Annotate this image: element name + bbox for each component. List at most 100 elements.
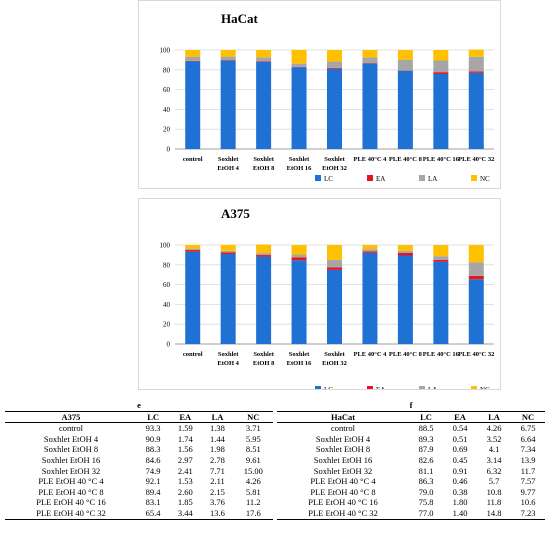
table-f-cell: 11.7 — [520, 465, 536, 476]
hacat-bar-la — [468, 56, 484, 72]
hacat-y-tick-label: 0 — [167, 146, 171, 154]
a375-bar-nc — [220, 244, 236, 251]
a375-bar-la — [291, 254, 307, 258]
hacat-legend-swatch-nc — [471, 175, 477, 181]
hacat-x-tick-label: control — [183, 156, 203, 163]
table-f-cell: 11.8 — [486, 497, 502, 508]
table-f-cell: 0.54 — [452, 423, 468, 434]
hacat-x-tick-label: Soxhlet — [253, 156, 274, 163]
hacat-x-tick-label: EtOH 32 — [322, 165, 347, 172]
table-e-cell: 84.6 — [145, 454, 161, 465]
a375-chart-frame: A375 0 20 40 60 80 100 control Soxhlet EtOH 4 Soxh… — [138, 198, 501, 394]
table-f-row: Soxhlet EtOH 4 89.3 0.51 3.52 6.64 — [277, 434, 545, 445]
a375-x-tick-label: EtOH 16 — [287, 360, 312, 367]
table-e-cell: 9.61 — [245, 454, 261, 465]
a375-legend-label-lc: LC — [324, 386, 333, 389]
table-e-cell: 1.56 — [177, 444, 193, 455]
a375-legend-swatch-la — [419, 386, 425, 392]
a375-bar-ea — [185, 250, 201, 252]
hacat-y-tick-label: 80 — [163, 66, 171, 74]
table-f-cell: 6.75 — [520, 423, 536, 434]
hacat-x-tick-label: EtOH 4 — [217, 165, 239, 172]
a375-bar-lc — [220, 254, 236, 344]
table-e-cell: 88.3 — [145, 444, 161, 455]
hacat-legend-label-la: LA — [428, 175, 437, 183]
table-f-cell: 79.0 — [418, 486, 434, 497]
table-f-row: PLE EtOH 40 °C 32 77.0 1.40 14.8 7.23 — [277, 507, 545, 520]
table-e-cell: 1.59 — [177, 423, 193, 434]
table-f-cell: 13.9 — [520, 454, 536, 465]
table-e-cell: Soxhlet EtOH 4 — [43, 433, 99, 444]
table-e-cell: 15.00 — [243, 465, 263, 476]
hacat-bar-la — [291, 63, 307, 67]
hacat-bar-ea — [185, 60, 201, 62]
table-f-cell: 4.26 — [486, 423, 502, 434]
table-f-cell: 7.23 — [511, 507, 545, 520]
hacat-bar-nc — [327, 49, 342, 62]
a375-bar-lc — [433, 261, 449, 344]
hacat-y-tick-label: 60 — [163, 86, 171, 94]
hacat-x-tick-label: PLE 40°C 32 — [458, 156, 494, 163]
hacat-chart-frame: HaCat 0 20 40 60 80 100 control Soxhlet EtOH 4 Sox… — [138, 0, 501, 189]
hacat-bar-la — [327, 61, 342, 68]
a375-bar-lc — [468, 279, 484, 344]
table-f-cell: 89.3 — [418, 433, 434, 444]
hacat-x-tick-label: PLE 40°C 16 — [423, 156, 460, 163]
hacat-legend-swatch-ea — [367, 175, 373, 181]
a375-bar-la — [362, 249, 378, 252]
table-f-cell: PLE EtOH 40 °C 32 — [277, 507, 409, 520]
table-f-cell: 0.51 — [452, 433, 468, 444]
a375-legend-label-la: LA — [428, 386, 437, 389]
a375-bar-nc — [433, 245, 449, 257]
a375-legend-swatch-nc — [471, 386, 477, 392]
hacat-bar-la — [256, 57, 272, 62]
a375-bar-ea — [468, 275, 484, 280]
a375-bar-ea — [327, 267, 342, 270]
table-e-cell: 93.3 — [145, 423, 161, 434]
table-f-cell: 0.69 — [452, 444, 468, 455]
a375-bar-lc — [362, 252, 378, 344]
a375-legend-swatch-ea — [367, 386, 373, 392]
a375-bar-lc — [397, 255, 413, 344]
table-e-cell: 1.85 — [177, 497, 193, 508]
table-f-cell: 10.6 — [520, 497, 536, 508]
table-e-cell: 1.44 — [210, 433, 225, 444]
table-e-cell: 5.81 — [245, 486, 261, 497]
table-f-cell: 6.64 — [520, 433, 536, 444]
hacat-bar-ea — [220, 60, 236, 61]
a375-bar-lc — [256, 256, 272, 344]
table-e-cell: 11.2 — [246, 497, 261, 508]
table-f-cell: 81.1 — [418, 465, 434, 476]
table-f-cell: Soxhlet EtOH 16 — [313, 454, 373, 465]
table-e-cell: 2.97 — [177, 454, 193, 465]
a375-x-tick-label: EtOH 4 — [217, 360, 239, 367]
table-f-row: PLE EtOH 40 °C 16 75.8 1.80 11.8 10.6 — [277, 497, 545, 508]
hacat-bar-la — [362, 57, 378, 64]
hacat-legend-label-ea: EA — [376, 175, 385, 183]
table-e-cell: 3.76 — [210, 497, 225, 508]
a375-y-tick-label: 40 — [163, 301, 171, 309]
a375-x-tick-label: PLE 40°C 32 — [458, 351, 494, 358]
table-e-cell: 74.9 — [145, 465, 161, 476]
a375-legend-label-ea: EA — [376, 386, 385, 389]
table-f-cell: 7.57 — [520, 476, 536, 487]
a375-x-tick-label: Soxhlet — [253, 351, 274, 358]
table-e-cell: 92.1 — [145, 476, 161, 487]
a375-x-tick-label: PLE 40°C 4 — [353, 351, 387, 358]
hacat-bar-lc — [433, 73, 449, 149]
table-f-cell: 10.8 — [486, 486, 502, 497]
hacat-bar-la — [397, 59, 413, 71]
a375-bar-la — [256, 253, 272, 256]
table-e-cell: 1.98 — [210, 444, 225, 455]
hacat-y-tick-label: 40 — [163, 106, 171, 114]
hacat-bar-lc — [468, 72, 484, 149]
table-e-cell: 90.9 — [145, 433, 161, 444]
table-e-col-4: NC — [233, 410, 273, 424]
a375-bar-ea — [397, 252, 413, 256]
table-f-cell: Soxhlet EtOH 32 — [313, 465, 373, 476]
table-e-cell: 83.1 — [145, 497, 161, 508]
table-f-row: Soxhlet EtOH 16 82.6 0.45 3.14 13.9 — [277, 455, 545, 466]
a375-legend-label-nc: NC — [480, 386, 490, 389]
table-e-row: Soxhlet EtOH 32 74.9 2.41 7.71 15.00 — [5, 466, 273, 477]
table-e-cell: Soxhlet EtOH 32 — [41, 465, 101, 476]
